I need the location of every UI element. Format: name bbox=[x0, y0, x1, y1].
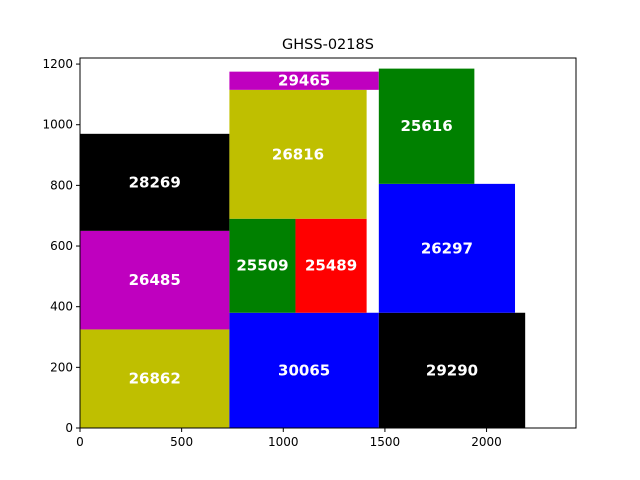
y-tick-label: 1200 bbox=[42, 57, 73, 71]
rect-label: 25489 bbox=[305, 257, 357, 275]
placed-rect bbox=[378, 183, 516, 313]
placed-rect bbox=[80, 230, 230, 330]
y-tick-label: 400 bbox=[50, 300, 73, 314]
y-tick-label: 800 bbox=[50, 178, 73, 192]
rect-label: 26485 bbox=[129, 271, 181, 289]
rect-label: 25616 bbox=[400, 117, 452, 135]
placed-rect bbox=[295, 218, 367, 313]
x-tick-label: 2000 bbox=[471, 435, 502, 449]
chart-title: GHSS-0218S bbox=[282, 37, 374, 53]
placed-rect bbox=[378, 312, 526, 428]
placed-rect bbox=[229, 312, 379, 428]
placed-rect bbox=[229, 218, 296, 313]
rect-label: 28269 bbox=[129, 173, 181, 191]
plot-frame bbox=[79, 57, 577, 429]
placed-rect bbox=[229, 89, 367, 219]
x-tick-label: 0 bbox=[76, 435, 84, 449]
y-tick-label: 1000 bbox=[42, 118, 73, 132]
placed-rect bbox=[80, 329, 230, 428]
y-tick-label: 200 bbox=[50, 360, 73, 374]
y-tick-label: 0 bbox=[65, 421, 73, 435]
rect-label: 26816 bbox=[272, 145, 324, 163]
rects-layer: 26862 26485 28269 30065 25509 25489 26816 29465… bbox=[80, 68, 526, 428]
y-tick-label: 600 bbox=[50, 239, 73, 253]
rect-label: 30065 bbox=[278, 361, 330, 379]
x-axis: 0 500 1000 1500 2000 bbox=[76, 428, 502, 449]
y-axis: 0 200 400 600 800 1000 1200 bbox=[42, 57, 80, 435]
placed-rect bbox=[80, 133, 230, 231]
x-tick-label: 1000 bbox=[268, 435, 299, 449]
rect-label: 29290 bbox=[426, 361, 478, 379]
x-tick-label: 1500 bbox=[370, 435, 401, 449]
x-tick-label: 500 bbox=[170, 435, 193, 449]
placed-rect bbox=[378, 68, 475, 184]
rect-label: 26297 bbox=[421, 239, 473, 257]
rect-label: 26862 bbox=[129, 370, 181, 388]
placed-rect bbox=[229, 71, 379, 90]
rect-label: 29465 bbox=[278, 72, 330, 90]
rect-label: 25509 bbox=[236, 257, 288, 275]
